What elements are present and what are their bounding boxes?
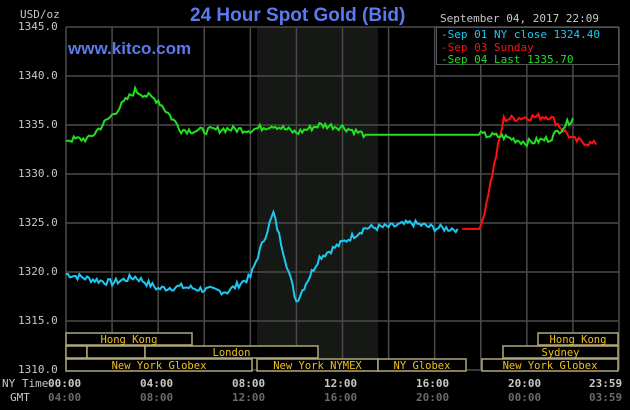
svg-text:New York Globex: New York Globex	[503, 360, 598, 372]
y-tick-1310: 1310.0	[18, 363, 58, 376]
y-tick-1325: 1325.0	[18, 216, 58, 229]
series-line-0	[66, 209, 459, 303]
y-tick-1315: 1315.0	[18, 314, 58, 327]
series-line-2	[65, 84, 574, 149]
x-tick-ny-6: 23:59	[589, 377, 623, 390]
y-tick-1345: 1345.0	[18, 20, 58, 33]
x-tick-ny-0: 00:00	[48, 377, 82, 390]
x-tick-ny-5: 20:00	[508, 377, 542, 390]
x-tick-ny-2: 08:00	[232, 377, 266, 390]
x-tick-gmt-5: 00:00	[508, 391, 542, 404]
svg-text:Hong Kong: Hong Kong	[101, 334, 158, 346]
y-tick-1330: 1330.0	[18, 167, 58, 180]
chart-title: 24 Hour Spot Gold (Bid)	[190, 5, 406, 26]
svg-text:Sydney: Sydney	[542, 347, 580, 359]
y-tick-1335: 1335.0	[18, 118, 58, 131]
svg-text:Hong Kong: Hong Kong	[550, 334, 607, 346]
x-tick-ny-3: 12:00	[324, 377, 358, 390]
x-axis-gmt-label: GMT	[10, 391, 30, 404]
chart-lines	[65, 84, 597, 303]
x-tick-gmt-0: 04:00	[48, 391, 82, 404]
series-line-1	[462, 111, 597, 230]
chart-legend: -Sep 01 NY close 1324.40 -Sep 03 Sunday …	[436, 27, 619, 66]
legend-item-ny-close: -Sep 01 NY close 1324.40	[441, 28, 600, 41]
y-tick-1320: 1320.0	[18, 265, 58, 278]
x-tick-gmt-1: 08:00	[140, 391, 174, 404]
market-sessions: Hong Kong London New York Globex New York N…	[65, 332, 619, 372]
x-tick-gmt-6: 03:59	[589, 391, 623, 404]
y-axis-unit: USD/oz	[20, 8, 60, 21]
svg-text:NY Globex: NY Globex	[394, 360, 451, 372]
x-axis-ny-label: NY Time	[2, 377, 49, 390]
site-watermark[interactable]: www.kitco.com	[68, 39, 192, 58]
legend-item-last: -Sep 04 Last 1335.70	[441, 53, 574, 66]
x-tick-gmt-3: 16:00	[324, 391, 358, 404]
y-tick-1340: 1340.0	[18, 69, 58, 82]
chart-grid	[65, 26, 620, 371]
legend-item-sunday: -Sep 03 Sunday	[441, 40, 534, 54]
x-tick-ny-1: 04:00	[140, 377, 174, 390]
chart-datetime: September 04, 2017 22:09	[440, 12, 599, 25]
ny-session-shade	[257, 27, 378, 370]
svg-text:New York NYMEX: New York NYMEX	[273, 360, 362, 372]
svg-text:New York Globex: New York Globex	[112, 360, 207, 372]
x-tick-gmt-4: 20:00	[416, 391, 450, 404]
x-tick-ny-4: 16:00	[416, 377, 450, 390]
x-tick-gmt-2: 12:00	[232, 391, 266, 404]
svg-text:London: London	[213, 347, 251, 359]
